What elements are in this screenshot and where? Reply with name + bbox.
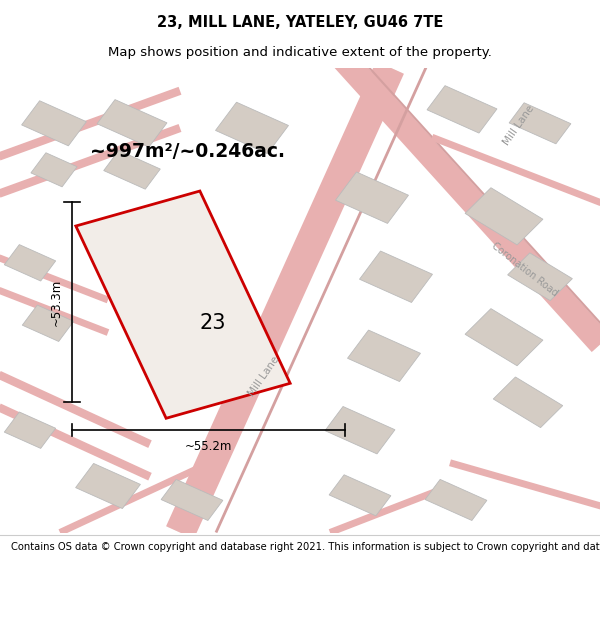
Bar <box>31 152 77 187</box>
Bar <box>22 305 74 341</box>
Text: ~53.3m: ~53.3m <box>50 279 63 326</box>
Bar <box>335 172 409 223</box>
Bar <box>215 102 289 154</box>
Text: Mill Lane: Mill Lane <box>247 355 281 399</box>
Text: 23: 23 <box>200 313 226 333</box>
Bar <box>427 86 497 133</box>
Text: Coronation Road: Coronation Road <box>490 241 560 299</box>
Bar <box>465 309 543 366</box>
Bar <box>161 479 223 521</box>
Bar <box>493 377 563 428</box>
Text: Contains OS data © Crown copyright and database right 2021. This information is : Contains OS data © Crown copyright and d… <box>11 542 600 552</box>
Bar <box>97 99 167 147</box>
Bar <box>425 479 487 521</box>
Bar <box>76 464 140 509</box>
Bar <box>509 102 571 144</box>
Text: ~55.2m: ~55.2m <box>185 439 232 452</box>
Bar <box>359 251 433 302</box>
Bar <box>508 253 572 301</box>
Text: ~997m²/~0.246ac.: ~997m²/~0.246ac. <box>90 142 285 161</box>
Text: Mill Lane: Mill Lane <box>502 104 536 148</box>
Bar <box>347 330 421 381</box>
Bar <box>22 101 86 146</box>
Bar <box>465 188 543 245</box>
Bar <box>329 475 391 516</box>
Text: 23, MILL LANE, YATELEY, GU46 7TE: 23, MILL LANE, YATELEY, GU46 7TE <box>157 15 443 30</box>
Bar <box>4 412 56 448</box>
Text: Map shows position and indicative extent of the property.: Map shows position and indicative extent… <box>108 46 492 59</box>
Bar <box>104 151 160 189</box>
Bar <box>325 406 395 454</box>
Bar <box>4 244 56 281</box>
Polygon shape <box>76 191 290 418</box>
